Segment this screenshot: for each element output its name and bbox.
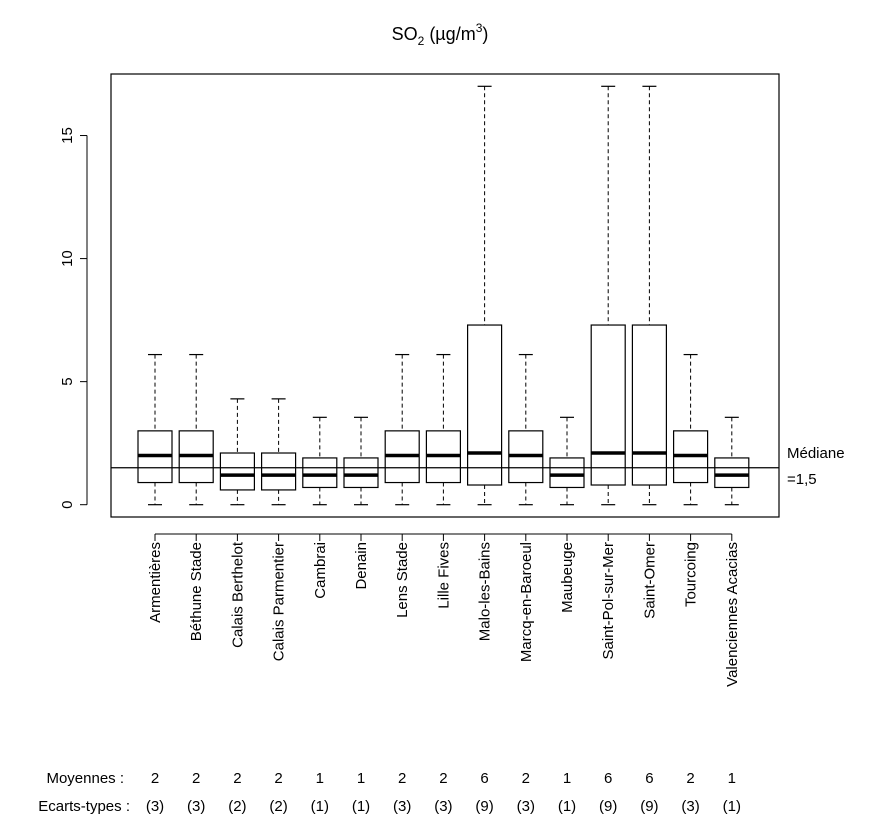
- box-iqr: [467, 324, 503, 486]
- y-tick-label: 0: [59, 501, 76, 509]
- x-tick-label: Denain: [353, 542, 370, 590]
- sd-value: (1): [311, 798, 329, 815]
- mean-value: 6: [480, 770, 488, 787]
- sd-value: (2): [269, 798, 287, 815]
- sd-value: (3): [681, 798, 699, 815]
- x-tick-label: Saint-Omer: [641, 542, 658, 619]
- mean-value: 2: [233, 770, 241, 787]
- sd-value: (1): [558, 798, 576, 815]
- mean-value: 2: [192, 770, 200, 787]
- box-6: [343, 416, 379, 506]
- box-8: [425, 353, 461, 506]
- box-3: [219, 398, 255, 506]
- title-subscript: 2: [418, 34, 425, 48]
- x-tick-label: Valenciennes Acacias: [724, 542, 741, 687]
- x-tick-label: Malo-les-Bains: [477, 542, 494, 641]
- box-7: [384, 353, 420, 506]
- title-superscript: 3: [476, 21, 483, 35]
- mean-value: 2: [439, 770, 447, 787]
- x-tick-label: Béthune Stade: [188, 542, 205, 641]
- box-10: [508, 353, 544, 506]
- box-iqr: [219, 452, 255, 491]
- sd-value: (3): [434, 798, 452, 815]
- mean-value: 1: [316, 770, 324, 787]
- title-unit-close: ): [482, 24, 488, 44]
- plot-frame: [110, 73, 780, 518]
- box-13: [631, 85, 668, 506]
- title-main: SO: [392, 24, 418, 44]
- sd-value: (3): [187, 798, 205, 815]
- y-axis: 0 5 10 15: [59, 127, 88, 509]
- box-14: [672, 353, 709, 506]
- stats-table: Moyennes : Ecarts-types : 2 2 2 2 1 1 2 2 6 2 1 6 6 2…: [38, 770, 741, 815]
- median-label-line2: =1,5: [787, 471, 817, 488]
- title-unit: (µg/m: [424, 24, 475, 44]
- x-tick-label: Marcq-en-Baroeul: [518, 542, 535, 662]
- mean-value: 2: [398, 770, 406, 787]
- sd-value: (3): [146, 798, 164, 815]
- sd-value: (2): [228, 798, 246, 815]
- x-tick-label: Armentières: [147, 542, 164, 623]
- mean-value: 1: [728, 770, 736, 787]
- sd-value: (1): [723, 798, 741, 815]
- mean-value: 6: [604, 770, 612, 787]
- box-15: [714, 416, 750, 506]
- box-4: [261, 398, 297, 506]
- sd-value: (9): [475, 798, 493, 815]
- box-5: [302, 416, 338, 506]
- mean-value: 6: [645, 770, 653, 787]
- x-tick-label: Saint-Pol-sur-Mer: [600, 542, 617, 660]
- sd-row-label: Ecarts-types :: [38, 798, 130, 815]
- mean-value: 2: [151, 770, 159, 787]
- box-12: [590, 85, 626, 506]
- box-iqr: [631, 324, 668, 486]
- sd-value: (1): [352, 798, 370, 815]
- means-row-label: Moyennes :: [46, 770, 124, 787]
- y-tick-label: 10: [59, 250, 76, 267]
- box-iqr: [343, 457, 379, 489]
- box-2: [178, 353, 214, 506]
- y-tick-label: 15: [59, 127, 76, 144]
- x-tick-label: Tourcoing: [683, 542, 700, 607]
- box-iqr: [261, 452, 297, 491]
- median-reference: Médiane =1,5: [111, 445, 845, 488]
- box-iqr: [549, 457, 585, 489]
- box-series: [137, 85, 750, 506]
- sd-value: (3): [393, 798, 411, 815]
- median-label-line1: Médiane: [787, 445, 845, 462]
- box-11: [549, 416, 585, 506]
- chart-title: SO2 (µg/m3): [392, 21, 489, 48]
- x-tick-label: Calais Parmentier: [271, 542, 288, 661]
- mean-value: 2: [686, 770, 694, 787]
- sd-value: (3): [517, 798, 535, 815]
- sd-value: (9): [640, 798, 658, 815]
- mean-value: 1: [357, 770, 365, 787]
- box-9: [467, 85, 503, 506]
- mean-value: 2: [522, 770, 530, 787]
- box-1: [137, 353, 173, 506]
- mean-value: 2: [274, 770, 282, 787]
- mean-value: 1: [563, 770, 571, 787]
- box-iqr: [590, 324, 626, 486]
- x-tick-labels: Armentières Béthune Stade Calais Berthelot…: [147, 533, 741, 687]
- sd-value: (9): [599, 798, 617, 815]
- y-tick-label: 5: [59, 377, 76, 385]
- x-tick-label: Maubeuge: [559, 542, 576, 613]
- box-iqr: [714, 457, 750, 489]
- x-tick-label: Lens Stade: [394, 542, 411, 618]
- x-tick-label: Cambrai: [312, 542, 329, 599]
- x-tick-label: Lille Fives: [435, 542, 452, 609]
- box-iqr: [302, 457, 338, 489]
- x-tick-label: Calais Berthelot: [229, 541, 246, 648]
